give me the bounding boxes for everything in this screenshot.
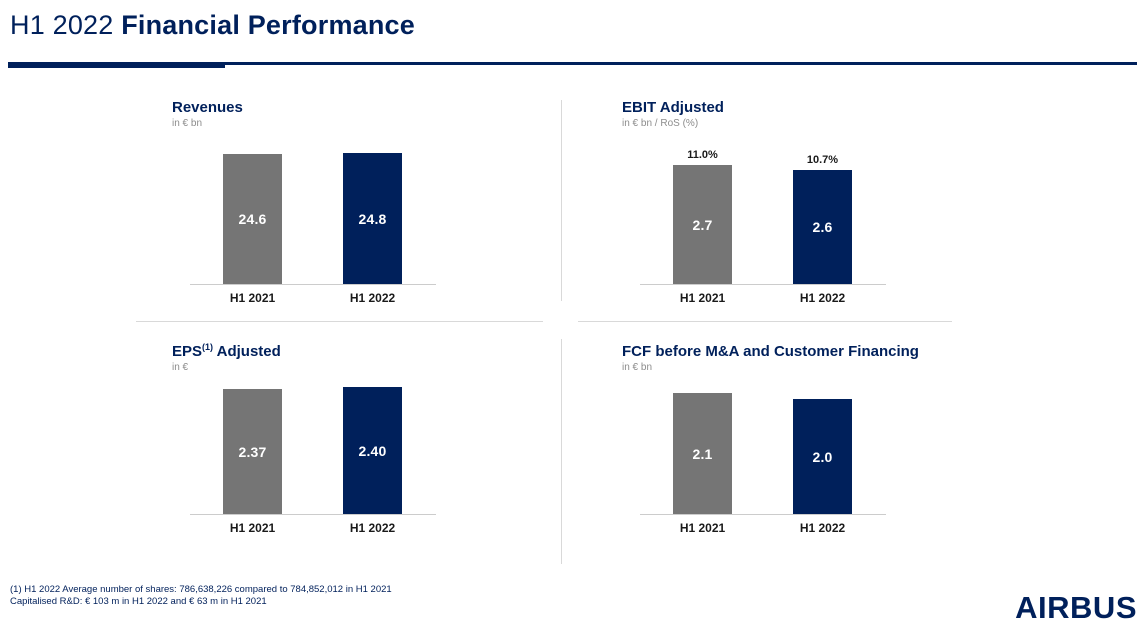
bar-h1-2021: 2.7 [673, 165, 732, 284]
bar-h1-2022: 2.40 [343, 387, 402, 514]
x-tick-label: H1 2021 [229, 521, 276, 535]
chart-subtitle: in € bn [622, 362, 653, 373]
footnote-line-2: Capitalised R&D: € 103 m in H1 2022 and … [10, 595, 267, 607]
chart-title: EPS(1) Adjusted [172, 342, 281, 360]
chart-subtitle: in € bn [172, 118, 203, 129]
chart-title: Revenues [172, 99, 243, 116]
ros-label: 10.7% [806, 154, 839, 166]
bar-h1-2021: 24.6 [223, 154, 282, 284]
bar-h1-2021: 2.1 [673, 393, 732, 514]
footnote-line-1: (1) H1 2022 Average number of shares: 78… [10, 584, 392, 595]
x-tick-label: H1 2022 [799, 521, 846, 535]
bar-h1-2022: 2.6 [793, 170, 852, 284]
ros-label: 11.0% [687, 149, 718, 161]
title-underline-thick [8, 62, 225, 68]
x-tick-label: H1 2021 [679, 521, 726, 535]
bar-value: 24.8 [358, 210, 387, 227]
bar-h1-2022: 2.0 [793, 399, 852, 514]
chart-title: EBIT Adjusted [622, 99, 724, 116]
bar-value: 24.6 [238, 211, 267, 227]
title-underline-thin [225, 62, 1137, 65]
bar-value: 2.37 [238, 443, 267, 460]
plot-area: 24.6 24.8 H1 2021 H1 2022 [190, 153, 436, 305]
chart-eps-adjusted: EPS(1) Adjusted in € 2.37 2.40 H1 2021 H… [136, 340, 546, 572]
page-title-regular: H1 2022 [10, 10, 122, 40]
bar-value: 2.0 [812, 448, 833, 465]
chart-subtitle: in € [172, 362, 189, 373]
chart-title: FCF before M&A and Customer Financing [622, 343, 919, 360]
bar-h1-2022: 24.8 [343, 153, 402, 284]
chart-ebit-adjusted: EBIT Adjusted in € bn / RoS (%) 11.0% 10… [586, 96, 996, 328]
x-tick-label: H1 2022 [349, 521, 396, 535]
horizontal-divider-right [578, 321, 952, 322]
chart-revenues: Revenues in € bn 24.6 24.8 H1 2021 H1 20… [136, 96, 546, 328]
x-tick-label: H1 2021 [679, 291, 726, 305]
horizontal-divider-left [136, 321, 543, 322]
x-tick-label: H1 2021 [229, 291, 276, 305]
bar-value: 2.1 [692, 445, 713, 462]
plot-area: 11.0% 10.7% 2.7 2.6 H1 2021 H1 2022 [640, 149, 886, 305]
bar-value: 2.40 [358, 442, 387, 459]
plot-area: 2.1 2.0 H1 2021 H1 2022 [640, 383, 886, 535]
title-superscript: (1) [202, 342, 214, 352]
plot-area: 2.37 2.40 H1 2021 H1 2022 [190, 383, 436, 535]
x-tick-label: H1 2022 [349, 291, 396, 305]
airbus-logo: AIRBUS [1015, 590, 1137, 625]
x-axis [640, 284, 886, 285]
bar-value: 2.6 [812, 219, 833, 235]
bar-value: 2.7 [692, 216, 713, 233]
footnotes: (1) H1 2022 Average number of shares: 78… [10, 584, 392, 607]
bar-h1-2021: 2.37 [223, 389, 282, 514]
vertical-divider-top [561, 100, 562, 301]
x-axis [190, 514, 436, 515]
vertical-divider-bottom [561, 339, 562, 564]
chart-fcf: FCF before M&A and Customer Financing in… [586, 340, 996, 572]
page-title-bold: Financial Performance [121, 10, 415, 40]
x-tick-label: H1 2022 [799, 291, 846, 305]
x-axis [640, 514, 886, 515]
chart-subtitle: in € bn / RoS (%) [622, 118, 699, 129]
x-axis [190, 284, 436, 285]
page-title: H1 2022 Financial Performance [10, 10, 415, 41]
